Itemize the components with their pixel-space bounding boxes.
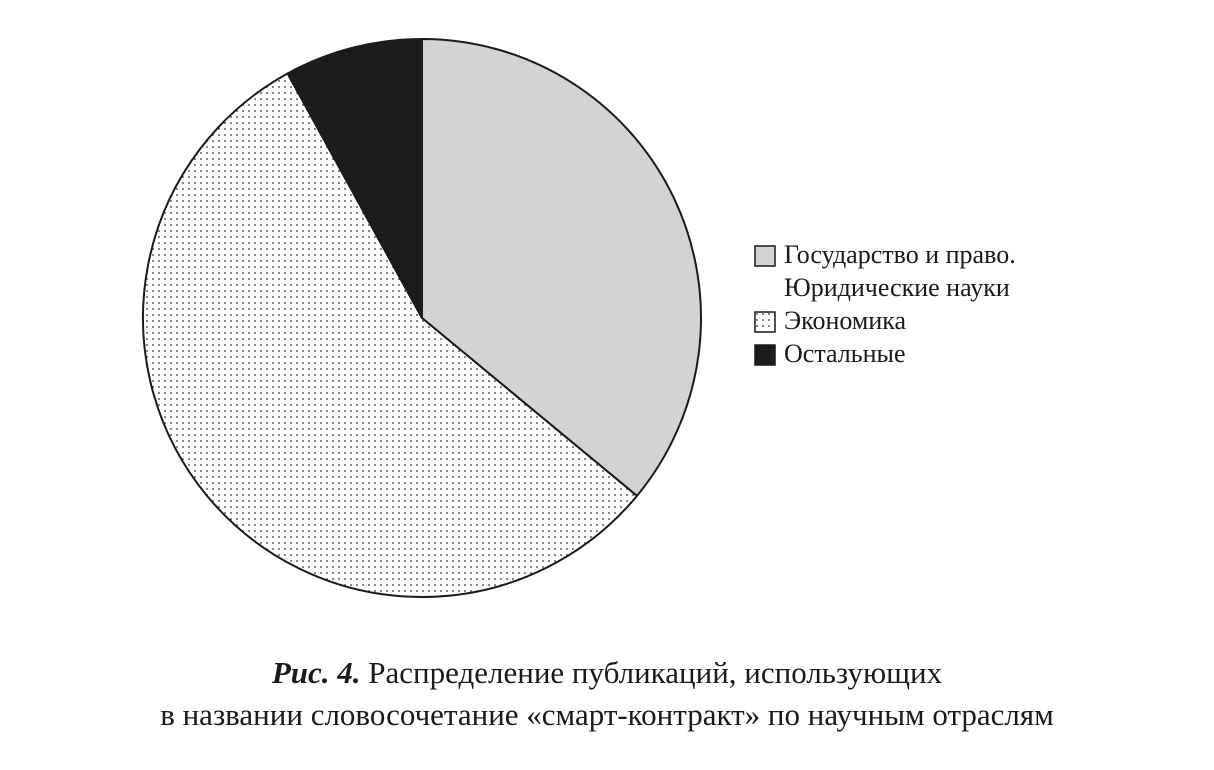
legend-item: Государство и право. Юридические науки [754,238,1074,304]
pie-slice [286,38,423,319]
swatch [754,344,776,366]
legend-swatch [754,304,776,337]
legend-swatch [754,238,776,271]
legend-swatch [754,337,776,370]
pie-slice [142,72,638,598]
caption-title: в названии словосочетание «смарт-контрак… [160,697,1054,732]
caption: Рис. 4. Распределение публикаций, исполь… [0,652,1214,736]
figure-label: Рис. 4. [271,655,361,690]
legend: Государство и право. Юридические науки Эк… [754,238,1074,370]
legend-label: Остальные [784,339,906,368]
pie [142,38,702,598]
swatch [754,245,776,267]
caption-title: Распределение публикаций, использующих [368,655,943,690]
legend-item: Экономика [754,304,1074,337]
swatch-icon [754,344,776,366]
legend-label: Государство и право. Юридические науки [784,240,1016,302]
swatch-icon [754,311,776,333]
legend-item: Остальные [754,337,1074,370]
pie-slice [421,38,702,497]
swatch-icon [754,245,776,267]
legend-label: Экономика [784,306,907,335]
swatch [754,311,776,333]
